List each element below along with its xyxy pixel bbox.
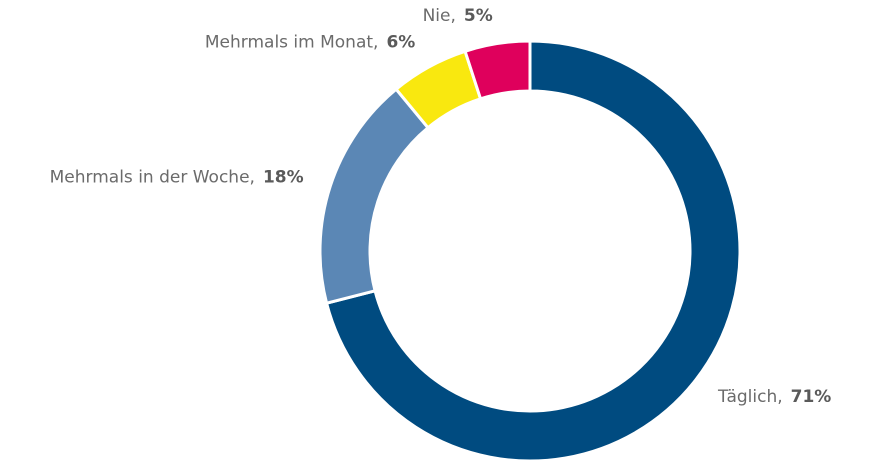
value-label: 5%: [464, 6, 493, 26]
value-label: 6%: [386, 32, 415, 52]
category-label: Mehrmals in der Woche,: [50, 167, 255, 187]
category-label: Mehrmals im Monat,: [205, 32, 379, 52]
segment-label: Mehrmals im Monat, 6%: [205, 32, 415, 52]
value-label: 71%: [791, 387, 832, 407]
segment-label: Nie, 5%: [423, 6, 493, 26]
donut-segment: [318, 87, 431, 306]
category-label: Täglich,: [717, 387, 783, 407]
category-label: Nie,: [423, 6, 456, 26]
segment-label: Mehrmals in der Woche, 18%: [50, 167, 304, 187]
donut-segment: [463, 39, 532, 101]
donut-segment: [324, 39, 742, 463]
segment-label: Täglich, 71%: [717, 387, 831, 407]
value-label: 18%: [263, 167, 304, 187]
